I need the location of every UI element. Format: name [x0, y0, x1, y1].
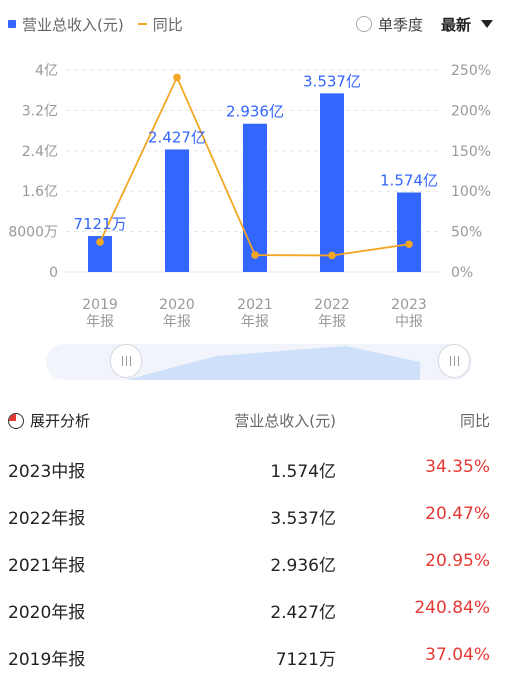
single-quarter-label: 单季度	[377, 15, 423, 34]
yoy-point	[405, 240, 413, 249]
revenue-bar	[165, 149, 189, 272]
row-yoy: 37.04%	[425, 645, 490, 665]
expand-analysis-label: 展开分析	[30, 412, 91, 430]
row-period: 2019年报	[8, 650, 86, 670]
revenue-bar	[397, 192, 421, 272]
y-left-tick-label: 0	[49, 265, 58, 281]
yoy-point	[251, 251, 259, 259]
chart-legend: 营业总收入(元) 同比	[8, 12, 197, 36]
y-left-tick-label: 2.4亿	[22, 144, 58, 160]
x-tick-label: 2020	[159, 297, 195, 313]
table-row[interactable]: 2021年报 2.936亿 20.95%	[0, 538, 507, 585]
yoy-point	[96, 238, 104, 246]
table-row[interactable]: 2020年报 2.427亿 240.84%	[0, 585, 507, 632]
y-right-tick-label: 50%	[451, 225, 482, 241]
revenue-bar	[243, 123, 267, 273]
bar-value-label: 1.574亿	[380, 172, 438, 190]
table-row[interactable]: 2022年报 3.537亿 20.47%	[0, 491, 507, 538]
x-tick-label: 2023	[391, 297, 427, 313]
row-yoy: 20.47%	[425, 504, 490, 524]
bar-value-label: 7121万	[73, 215, 126, 233]
x-tick-label: 2022	[314, 297, 350, 313]
range-mini-area	[126, 346, 420, 380]
x-tick-label: 中报	[395, 314, 423, 330]
x-tick-label: 2019	[82, 297, 118, 313]
y-right-tick-label: 0%	[451, 265, 473, 281]
row-yoy: 240.84%	[414, 598, 490, 618]
legend-yoy-label: 同比	[152, 15, 183, 34]
x-tick-label: 年报	[241, 314, 269, 330]
row-revenue: 3.537亿	[270, 509, 336, 529]
legend-yoy[interactable]: 同比	[137, 14, 183, 35]
yoy-point	[173, 73, 181, 82]
y-left-tick-label: 1.6亿	[22, 184, 58, 200]
single-quarter-toggle[interactable]: 单季度	[355, 14, 423, 35]
pie-chart-icon	[8, 412, 24, 429]
row-revenue: 2.936亿	[270, 556, 336, 576]
legend-line-swatch	[137, 23, 147, 25]
row-revenue: 7121万	[275, 650, 336, 670]
latest-dropdown[interactable]: 最新	[441, 14, 493, 35]
y-right-tick-label: 150%	[451, 144, 491, 160]
y-right-tick-label: 200%	[451, 103, 491, 119]
y-left-tick-label: 4亿	[35, 63, 58, 79]
range-handle-left[interactable]	[110, 344, 142, 378]
row-period: 2020年报	[8, 603, 86, 623]
bar-value-label: 2.936亿	[226, 103, 284, 121]
header-yoy: 同比	[459, 412, 490, 430]
row-period: 2022年报	[8, 509, 86, 529]
revenue-chart: 0 0% 8000万 50% 1.6亿 100% 2.4亿 150% 3.2亿 200% 4亿 250…	[8, 63, 491, 330]
radio-icon[interactable]	[355, 16, 372, 32]
row-period: 2021年报	[8, 556, 86, 576]
table-header: 展开分析 营业总收入(元) 同比	[0, 404, 507, 436]
row-yoy: 34.35%	[425, 457, 490, 477]
x-tick-label: 年报	[163, 314, 191, 330]
y-right-tick-label: 100%	[451, 184, 491, 200]
legend-bar-swatch	[8, 20, 16, 28]
expand-analysis-button[interactable]: 展开分析	[8, 410, 90, 431]
table-row[interactable]: 2019年报 7121万 37.04%	[0, 632, 507, 679]
legend-revenue-label: 营业总收入(元)	[22, 15, 124, 34]
table-row[interactable]: 2023中报 1.574亿 34.35%	[0, 444, 507, 491]
range-slider[interactable]	[46, 344, 472, 380]
y-left-tick-label: 8000万	[8, 225, 58, 241]
range-handle-right[interactable]	[438, 344, 470, 378]
x-tick-label: 年报	[318, 314, 346, 330]
x-tick-label: 年报	[86, 314, 114, 330]
x-tick-label: 2021	[237, 297, 273, 313]
latest-label: 最新	[440, 15, 471, 34]
chart-controls: 单季度 最新	[355, 12, 493, 36]
row-yoy: 20.95%	[425, 551, 490, 571]
bar-value-label: 3.537亿	[303, 72, 361, 90]
bar-value-label: 2.427亿	[148, 128, 206, 146]
row-revenue: 1.574亿	[270, 462, 336, 482]
legend-revenue[interactable]: 营业总收入(元)	[8, 14, 124, 35]
y-left-tick-label: 3.2亿	[22, 103, 58, 119]
row-revenue: 2.427亿	[270, 603, 336, 623]
header-revenue: 营业总收入(元)	[234, 412, 336, 430]
row-period: 2023中报	[8, 462, 86, 482]
yoy-point	[328, 251, 336, 260]
caret-down-icon	[481, 20, 493, 28]
revenue-bar	[320, 93, 344, 272]
y-right-tick-label: 250%	[451, 63, 491, 79]
